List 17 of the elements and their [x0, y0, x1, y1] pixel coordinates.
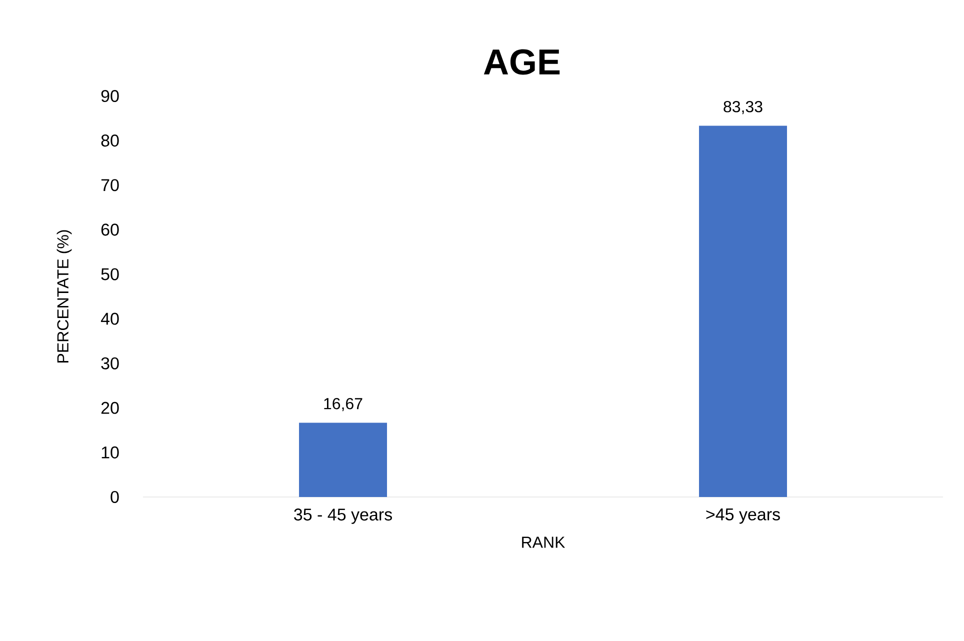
y-tick-label: 0 [110, 490, 119, 504]
y-tick-label: 20 [101, 402, 119, 414]
y-tick-label: 90 [101, 90, 119, 102]
y-tick-label: 70 [101, 179, 119, 192]
y-tick-label: 30 [101, 357, 119, 370]
x-axis-title: RANK [522, 536, 566, 548]
y-tick-label: 60 [101, 224, 119, 236]
data-label: 83,33 [724, 100, 762, 114]
data-label: 16,67 [324, 398, 362, 412]
y-tick-label: 10 [102, 446, 119, 458]
y-tick-label: 40 [100, 312, 119, 325]
x-tick-label: >45 years [706, 508, 780, 524]
y-tick-label: 80 [101, 134, 119, 147]
y-axis-title: PERCENTATE (%) [56, 230, 72, 362]
y-tick-label: 50 [101, 268, 119, 280]
chart-title: AGE [484, 49, 560, 75]
x-tick-label: 35 - 45 years [294, 508, 392, 524]
